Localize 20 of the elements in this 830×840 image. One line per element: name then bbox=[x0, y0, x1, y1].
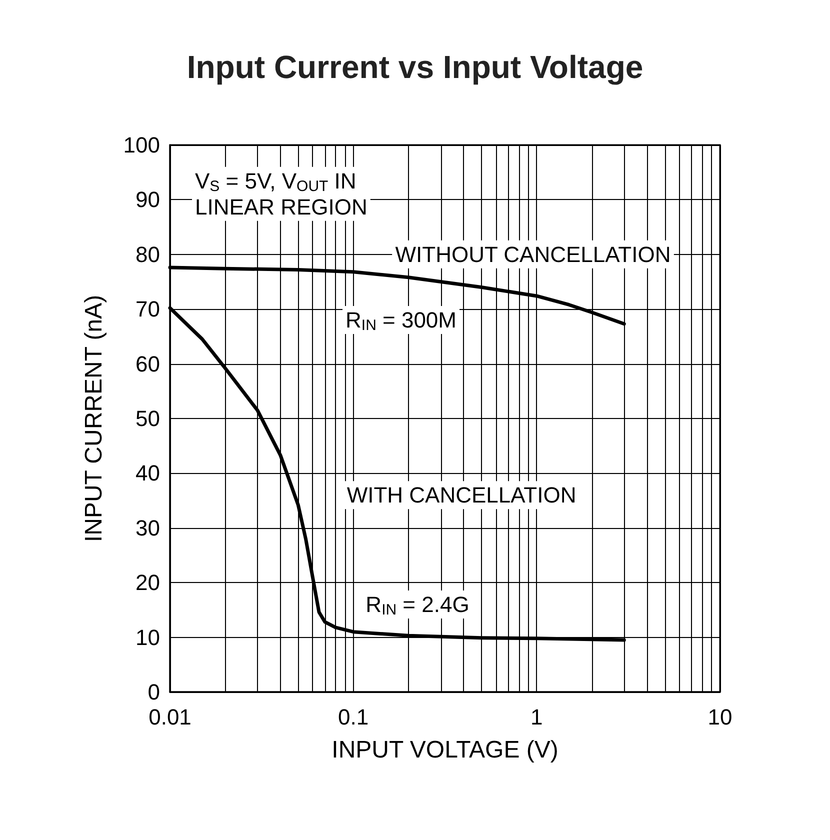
x-axis-title: INPUT VOLTAGE (V) bbox=[332, 736, 558, 764]
annotation: WITH CANCELLATION bbox=[346, 482, 576, 508]
y-tick-label: 50 bbox=[136, 406, 160, 431]
y-tick-label: 70 bbox=[136, 296, 160, 322]
y-tick-label: 100 bbox=[123, 132, 160, 158]
y-tick-label: 40 bbox=[136, 460, 160, 486]
y-tick-label: 20 bbox=[136, 570, 160, 596]
chart-title: Input Current vs Input Voltage bbox=[186, 49, 644, 85]
annotation: WITHOUT CANCELLATION bbox=[395, 242, 671, 267]
y-tick-label: 0 bbox=[148, 680, 160, 704]
x-tick-label: 0.01 bbox=[148, 704, 192, 730]
y-tick-label: 10 bbox=[136, 624, 160, 650]
y-tick-label: 30 bbox=[136, 515, 160, 540]
y-tick-label: 60 bbox=[136, 351, 160, 376]
x-tick-label: 10 bbox=[708, 704, 732, 730]
x-tick-label: 0.1 bbox=[338, 704, 369, 730]
y-axis-title: INPUT CURRENT (nA) bbox=[80, 294, 108, 542]
y-tick-label: 80 bbox=[136, 242, 160, 267]
y-tick-label: 90 bbox=[136, 187, 160, 212]
x-tick-label: 1 bbox=[530, 704, 543, 730]
